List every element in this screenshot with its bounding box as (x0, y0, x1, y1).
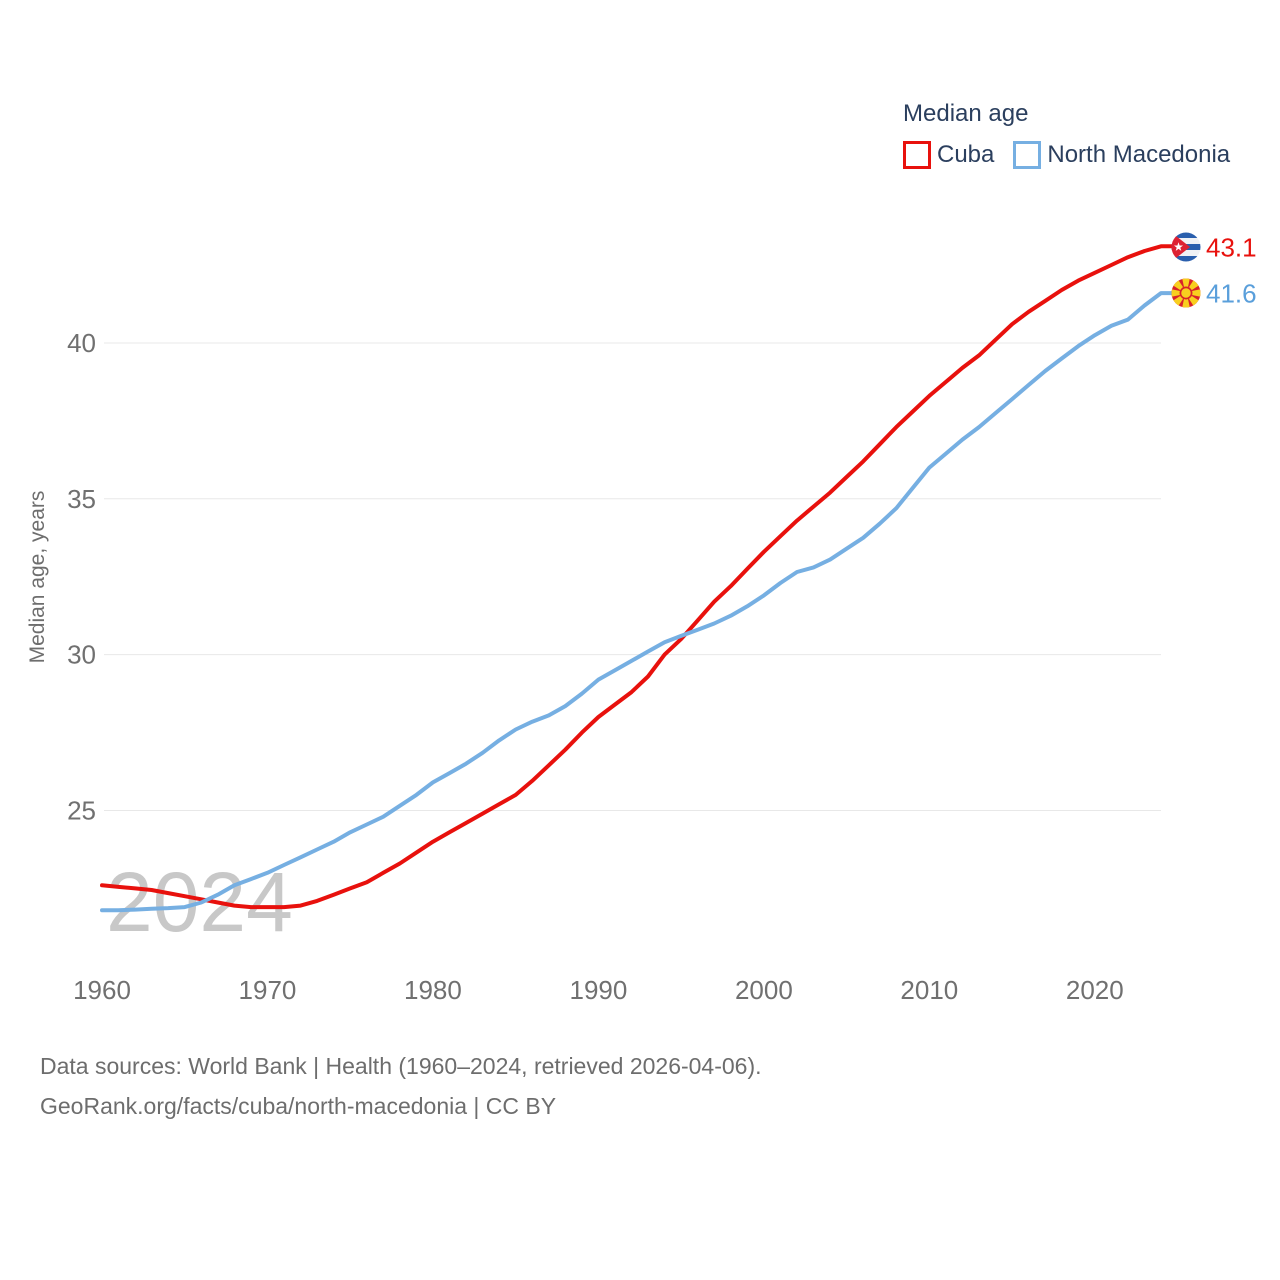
x-tick-label: 2020 (1066, 975, 1124, 1005)
north-macedonia-end-value-label: 41.6 (1206, 278, 1257, 309)
legend-title: Median age (903, 100, 1029, 127)
legend: Median age Cuba North Macedonia (903, 100, 1230, 169)
y-tick-label: 25 (67, 796, 96, 826)
x-tick-label: 1980 (404, 975, 462, 1005)
x-tick-label: 1970 (239, 975, 297, 1005)
series-line-north-macedonia[interactable] (100, 291, 1174, 913)
y-tick-label: 30 (67, 640, 96, 670)
data-sources-line: Data sources: World Bank | Health (1960–… (40, 1053, 762, 1079)
y-tick-label: 40 (67, 328, 96, 358)
legend-label-cuba: Cuba (937, 141, 995, 168)
legend-row: Cuba North Macedonia (903, 141, 1230, 169)
attribution-line: GeoRank.org/facts/cuba/north-macedonia |… (40, 1093, 557, 1119)
cuba-flag-icon (1171, 232, 1201, 262)
legend-item-north-macedonia[interactable]: North Macedonia (1013, 141, 1230, 169)
x-tick-label: 2000 (735, 975, 793, 1005)
legend-item-cuba[interactable]: Cuba (903, 141, 994, 169)
x-tick-label: 2010 (900, 975, 958, 1005)
series-line-cuba[interactable] (100, 244, 1174, 910)
north-macedonia-legend-swatch (1013, 141, 1042, 169)
legend-label-north-macedonia: North Macedonia (1047, 141, 1231, 168)
cuba-end-value-label: 43.1 (1206, 232, 1257, 263)
footer: Data sources: World Bank | Health (1960–… (40, 1046, 762, 1126)
north-macedonia-flag-icon (1171, 278, 1201, 308)
x-tick-label: 1990 (569, 975, 627, 1005)
cuba-legend-swatch (903, 141, 931, 169)
x-tick-label: 1960 (73, 975, 131, 1005)
y-tick-label: 35 (67, 484, 96, 514)
y-axis-title: Median age, years (26, 491, 49, 664)
